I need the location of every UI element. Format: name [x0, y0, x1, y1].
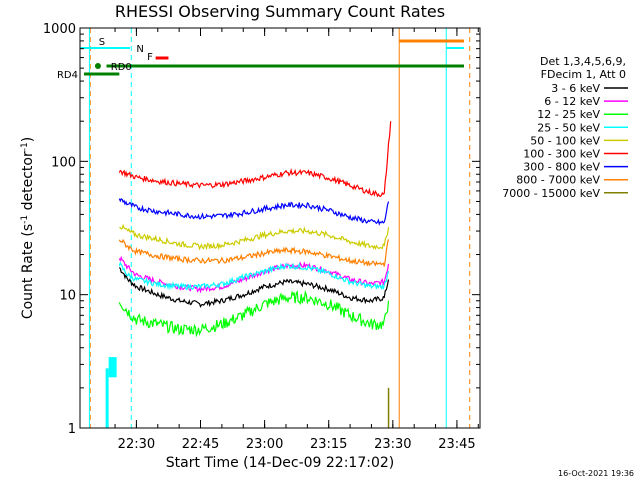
legend: Det 1,3,4,5,6,9, FDecim 1, Att 0 3 - 6 k…: [502, 55, 628, 200]
legend-label: 300 - 800 keV: [523, 161, 600, 174]
chart-title: RHESSI Observing Summary Count Rates: [115, 2, 445, 21]
y-tick-label: 100: [51, 155, 76, 170]
legend-label: 12 - 25 keV: [537, 108, 600, 121]
rd0-marker: [94, 63, 101, 69]
y-tick-label: 1: [68, 422, 76, 437]
y-tick-label: 10: [59, 289, 76, 304]
y-label-part: Count Rate (s: [20, 224, 36, 319]
y-axis-ticks: 1 10 100 1000: [43, 22, 480, 437]
x-axis-ticks: 22:30 22:45 23:00 23:15 23:30 23:45: [114, 28, 479, 452]
flag-label: F: [147, 52, 153, 63]
series-line: [118, 255, 390, 294]
series-line: [118, 267, 390, 309]
x-tick-label: 23:45: [438, 437, 475, 452]
series-line: [118, 289, 390, 338]
series-line: [119, 223, 390, 251]
flag-label: N: [136, 44, 143, 55]
flag-label: RD4: [57, 70, 78, 81]
legend-label: 50 - 100 keV: [530, 134, 600, 147]
x-tick-label: 22:45: [182, 437, 219, 452]
legend-header-line2: FDecim 1, Att 0: [541, 68, 626, 81]
legend-label: 3 - 6 keV: [551, 82, 600, 95]
y-label-sup: -1: [20, 215, 30, 224]
x-axis-label: Start Time (14-Dec-09 22:17:02): [166, 455, 394, 471]
early-cyan-block: [108, 357, 117, 378]
plot-frame: [79, 27, 481, 429]
series-line: [118, 238, 390, 267]
x-tick-label: 22:30: [118, 437, 155, 452]
early-cyan-trace: [105, 368, 109, 428]
series-line: [118, 121, 392, 198]
y-axis-label: Count Rate (s-1 detector-1): [20, 137, 36, 319]
flag-label: S: [99, 37, 105, 48]
legend-label: 800 - 7000 keV: [516, 174, 600, 187]
legend-label: 7000 - 15000 keV: [502, 187, 600, 200]
series-line: [118, 198, 390, 226]
flag-bars: S NF RD0 RD4: [57, 28, 471, 428]
legend-label: 100 - 300 keV: [523, 148, 600, 161]
x-tick-label: 23:00: [246, 437, 283, 452]
y-label-end: ): [20, 137, 36, 142]
legend-label: 6 - 12 keV: [544, 95, 600, 108]
y-label-sup2: -1: [20, 142, 30, 151]
footer-timestamp: 16-Oct-2021 19:36: [558, 469, 634, 478]
legend-label: 25 - 50 keV: [537, 121, 600, 134]
series-line: [118, 261, 390, 291]
y-label-mid: detector: [20, 151, 36, 215]
series-group: [118, 121, 392, 428]
y-tick-label: 1000: [43, 22, 76, 37]
x-tick-label: 23:30: [374, 437, 411, 452]
x-tick-label: 23:15: [310, 437, 347, 452]
flag-label: RD0: [111, 62, 132, 73]
legend-header-line1: Det 1,3,4,5,6,9,: [540, 55, 626, 68]
